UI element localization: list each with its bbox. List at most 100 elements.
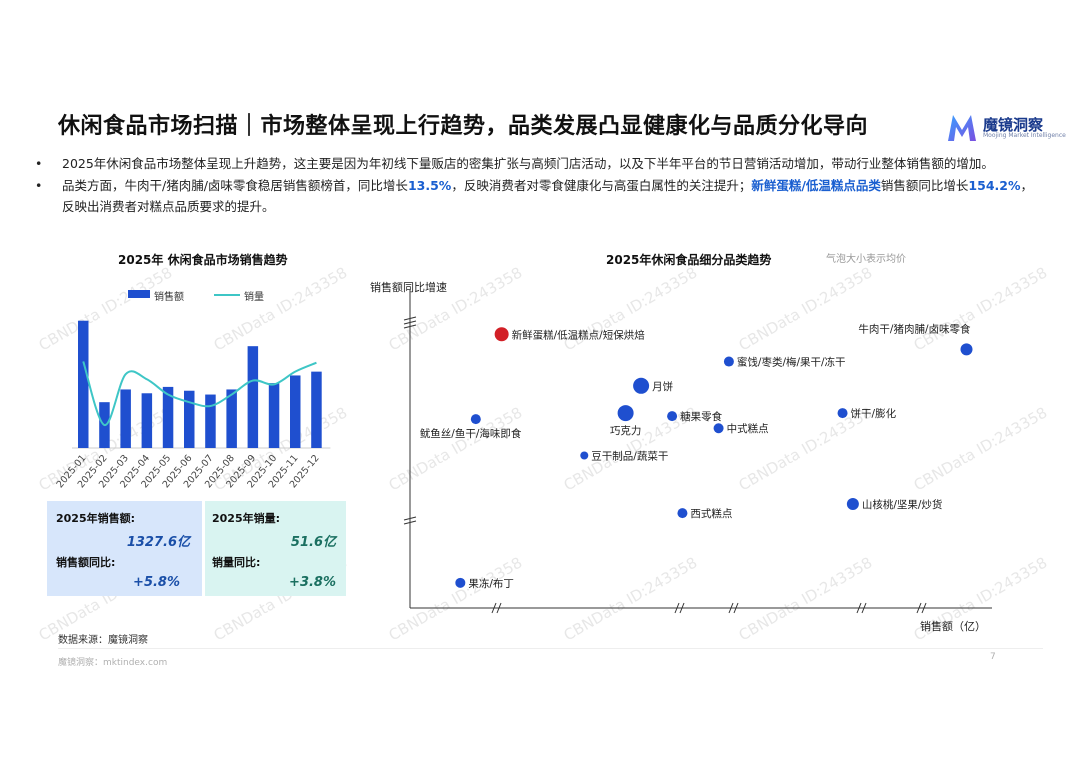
bubble-label: 西式糕点 — [690, 507, 732, 520]
legend-bar-label: 销售额 — [154, 292, 184, 303]
bubble-label: 月饼 — [652, 380, 673, 393]
bar-sales-2025-11 — [290, 375, 301, 448]
axis-break-mark — [403, 520, 417, 525]
axis-break-mark — [728, 602, 734, 614]
axis-break-mark — [861, 602, 867, 614]
data-source: 数据来源：魔镜洞察 — [58, 635, 148, 646]
bubble-marker — [633, 377, 650, 394]
bullet-text: ，反映出消费者对糕点品质要求的提升。 — [62, 178, 1034, 214]
axis-break-mark — [856, 602, 862, 614]
highlight-growth-cake: 154.2% — [968, 178, 1021, 193]
bar-sales-2025-10 — [268, 383, 280, 448]
axis-break-mark — [403, 316, 417, 321]
bubble-point: 蜜饯/枣类/梅/果干/冻干 — [723, 356, 846, 369]
axis-break-mark — [916, 602, 922, 614]
bubble-point: 新鲜蛋糕/低温糕点/短保烘焙 — [494, 327, 646, 342]
kpi-volume-card: 2025年销量: 51.6亿 销量同比: +3.8% — [205, 501, 346, 596]
kpi-sales-yoy-value: +5.8% — [133, 575, 180, 590]
bubble-marker — [580, 451, 589, 460]
bar-sales-2025-01 — [78, 320, 89, 448]
bubble-label: 饼干/膨化 — [851, 407, 897, 420]
bullet-text: 品类方面，牛肉干/猪肉脯/卤味零食稳居销售额榜首，同比增长 — [62, 178, 408, 193]
bar-sales-2025-07 — [205, 394, 216, 448]
bullet-item: • 2025年休闲食品市场整体呈现上升趋势，这主要是因为年初线下量贩店的密集扩张… — [30, 153, 1040, 174]
bubble-marker — [837, 408, 848, 419]
axis-break-mark — [403, 516, 417, 521]
bubble-marker — [455, 577, 466, 588]
bubble-label: 中式糕点 — [727, 422, 769, 435]
bar-sales-2025-06 — [184, 390, 195, 448]
highlight-growth-beef: 13.5% — [407, 178, 452, 193]
bubble-label: 新鲜蛋糕/低温糕点/短保烘焙 — [512, 328, 646, 341]
page-title: 休闲食品市场扫描｜市场整体呈现上行趋势，品类发展凸显健康化与品质分化导向 — [58, 114, 869, 139]
footer-site: 魔镜洞察：mktindex.com — [58, 658, 168, 668]
bubble-label: 牛肉干/猪肉脯/卤味零食 — [858, 322, 971, 335]
legend-line-label: 销量 — [244, 292, 264, 303]
kpi-volume-label: 2025年销量: — [212, 512, 281, 525]
sales-trend-chart: 2025-012025-022025-032025-042025-052025-… — [55, 320, 331, 490]
axis-break-mark — [679, 602, 685, 614]
bar-sales-2025-09 — [247, 346, 259, 448]
bubble-point: 牛肉干/猪肉脯/卤味零食 — [858, 322, 973, 356]
bubble-label: 蜜饯/枣类/梅/果干/冻干 — [737, 356, 846, 369]
bubble-point: 中式糕点 — [713, 422, 769, 435]
axis-break-mark — [403, 324, 417, 329]
bubble-point: 鱿鱼丝/鱼干/海味即食 — [420, 414, 522, 440]
axis-break-mark — [403, 320, 417, 325]
axis-break-mark — [674, 602, 680, 614]
bullet-dot: • — [35, 156, 43, 171]
bubble-size-note: 气泡大小表示均价 — [826, 254, 906, 265]
bar-sales-2025-12 — [311, 371, 322, 448]
kpi-sales-yoy-label: 销售额同比: — [56, 556, 116, 569]
bubble-marker — [617, 405, 634, 422]
logo-subtitle: Moojing Market Intelligence — [983, 132, 1066, 139]
y-axis-label: 销售额同比增速 — [370, 280, 447, 294]
bullet-dot: • — [35, 178, 43, 193]
x-axis-label: 销售额（亿） — [920, 619, 986, 633]
bar-sales-2025-05 — [162, 386, 174, 448]
page-number: 7 — [990, 652, 996, 662]
logo-m-icon — [948, 115, 976, 141]
summary-bullets: • 2025年休闲食品市场整体呈现上升趋势，这主要是因为年初线下量贩店的密集扩张… — [30, 153, 1040, 218]
bar-sales-2025-04 — [141, 393, 153, 448]
brand-logo: 魔镜洞察 Moojing Market Intelligence — [945, 110, 1066, 146]
bubble-marker — [677, 508, 688, 519]
bubble-point: 月饼 — [633, 377, 673, 394]
bubble-marker — [667, 411, 678, 422]
left-chart-title: 2025年 休闲食品市场销售趋势 — [118, 253, 288, 267]
line-volume — [82, 361, 317, 427]
bubble-label: 果冻/布丁 — [468, 577, 514, 590]
bubble-point: 饼干/膨化 — [837, 407, 897, 420]
bubble-point: 豆干制品/蔬菜干 — [580, 450, 668, 463]
bubble-marker — [960, 343, 973, 356]
axis-break-mark — [491, 602, 497, 614]
legend-line-swatch — [214, 294, 240, 296]
bullet-item: • 品类方面，牛肉干/猪肉脯/卤味零食稳居销售额榜首，同比增长13.5%，反映消… — [30, 175, 1040, 217]
kpi-volume-yoy-value: +3.8% — [289, 575, 336, 590]
bubble-point: 山核桃/坚果/炒货 — [846, 498, 942, 511]
axis-break-mark — [921, 602, 927, 614]
bullet-text: ，反映消费者对零食健康化与高蛋白属性的关注提升； — [451, 178, 752, 193]
bar-sales-2025-08 — [226, 389, 237, 448]
bubble-label: 巧克力 — [610, 424, 642, 437]
bubble-marker — [713, 423, 724, 434]
bullet-text: 2025年休闲食品市场整体呈现上升趋势，这主要是因为年初线下量贩店的密集扩张与高… — [62, 156, 994, 171]
kpi-volume-yoy-label: 销量同比: — [212, 556, 261, 569]
bubble-label: 鱿鱼丝/鱼干/海味即食 — [420, 427, 522, 440]
bubble-marker — [470, 414, 481, 425]
bubble-point: 巧克力 — [610, 405, 642, 437]
bubble-point: 果冻/布丁 — [455, 577, 514, 590]
legend-bar-swatch — [128, 290, 150, 298]
right-chart-title: 2025年休闲食品细分品类趋势 — [606, 253, 772, 267]
footer-divider — [58, 648, 1043, 649]
bubble-marker — [723, 356, 734, 367]
logo-name: 魔镜洞察 — [983, 116, 1044, 134]
bubble-label: 豆干制品/蔬菜干 — [591, 450, 668, 463]
kpi-sales-card: 2025年销售额: 1327.6亿 销售额同比: +5.8% — [47, 501, 202, 596]
bubble-marker — [494, 327, 509, 342]
kpi-volume-value: 51.6亿 — [290, 535, 336, 550]
highlight-category-cake: 新鲜蛋糕/低温糕点品类 — [751, 178, 881, 193]
kpi-sales-label: 2025年销售额: — [56, 512, 136, 525]
bubble-point: 糖果零食 — [667, 410, 723, 423]
bullet-text: 销售额同比增长 — [880, 178, 969, 193]
